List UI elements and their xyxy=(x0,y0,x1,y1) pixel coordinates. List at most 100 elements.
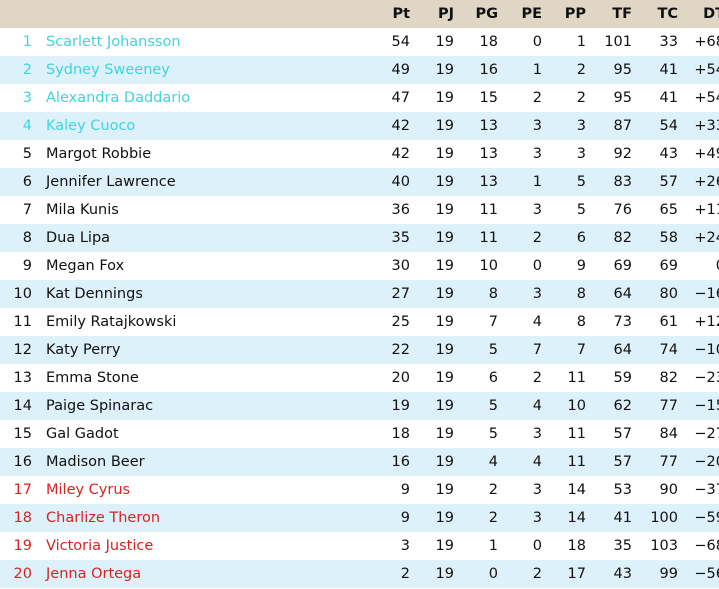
row-drawn: 1 xyxy=(532,174,542,190)
table-row[interactable]: 1 Scarlett Johansson 54 19 18 0 1 101 33 +68 xyxy=(0,28,719,56)
row-drawn: 2 xyxy=(532,566,542,582)
row-goals-against: 33 xyxy=(659,34,678,50)
row-won: 13 xyxy=(479,174,498,190)
header-drawn[interactable]: PE xyxy=(502,0,546,28)
row-team-name[interactable]: Miley Cyrus xyxy=(46,482,131,498)
row-lost: 10 xyxy=(567,398,586,414)
row-drawn: 2 xyxy=(532,90,542,106)
header-lost[interactable]: PP xyxy=(546,0,590,28)
row-team-name[interactable]: Emily Ratajkowski xyxy=(46,314,177,330)
row-team-name[interactable]: Charlize Theron xyxy=(46,510,161,526)
row-team-name[interactable]: Megan Fox xyxy=(46,258,125,274)
table-row[interactable]: 2 Sydney Sweeney 49 19 16 1 2 95 41 +54 xyxy=(0,56,719,84)
row-team-name[interactable]: Dua Lipa xyxy=(46,230,111,246)
row-team-name[interactable]: Margot Robbie xyxy=(46,146,152,162)
row-won: 5 xyxy=(488,342,498,358)
row-points: 19 xyxy=(391,398,410,414)
table-row[interactable]: 10 Kat Dennings 27 19 8 3 8 64 80 −16 xyxy=(0,280,719,308)
row-lost: 6 xyxy=(576,230,586,246)
row-drawn: 1 xyxy=(532,62,542,78)
table-row[interactable]: 4 Kaley Cuoco 42 19 13 3 3 87 54 +33 xyxy=(0,112,719,140)
table-row[interactable]: 16 Madison Beer 16 19 4 4 11 57 77 −20 xyxy=(0,448,719,476)
row-goal-diff: −68 xyxy=(694,538,719,554)
header-goals-against[interactable]: TC xyxy=(636,0,682,28)
header-goals-for[interactable]: TF xyxy=(590,0,636,28)
row-goals-against: 84 xyxy=(659,426,678,442)
row-lost: 2 xyxy=(576,62,586,78)
row-goal-diff: −23 xyxy=(694,370,719,386)
row-played: 19 xyxy=(435,510,454,526)
row-played: 19 xyxy=(435,146,454,162)
table-row[interactable]: 7 Mila Kunis 36 19 11 3 5 76 65 +11 xyxy=(0,196,719,224)
row-lost: 8 xyxy=(576,286,586,302)
row-goals-for: 83 xyxy=(613,174,632,190)
table-row[interactable]: 13 Emma Stone 20 19 6 2 11 59 82 −23 xyxy=(0,364,719,392)
table-row[interactable]: 8 Dua Lipa 35 19 11 2 6 82 58 +24 xyxy=(0,224,719,252)
row-team-name[interactable]: Jenna Ortega xyxy=(46,566,142,582)
row-won: 4 xyxy=(488,454,498,470)
table-row[interactable]: 19 Victoria Justice 3 19 1 0 18 35 103 −68 xyxy=(0,532,719,560)
header-played[interactable]: PJ xyxy=(414,0,458,28)
table-row[interactable]: 12 Katy Perry 22 19 5 7 7 64 74 −10 xyxy=(0,336,719,364)
row-goal-diff: −37 xyxy=(694,482,719,498)
table-row[interactable]: 18 Charlize Theron 9 19 2 3 14 41 100 −59 xyxy=(0,504,719,532)
row-points: 35 xyxy=(391,230,410,246)
row-team-name[interactable]: Emma Stone xyxy=(46,370,139,386)
row-team-name[interactable]: Alexandra Daddario xyxy=(46,90,191,106)
row-team-name[interactable]: Gal Gadot xyxy=(46,426,119,442)
row-lost: 11 xyxy=(567,454,586,470)
row-won: 10 xyxy=(479,258,498,274)
row-team-name[interactable]: Katy Perry xyxy=(46,342,121,358)
row-goal-diff: +26 xyxy=(694,174,719,190)
row-points: 16 xyxy=(391,454,410,470)
row-team-name[interactable]: Jennifer Lawrence xyxy=(46,174,176,190)
row-rank: 14 xyxy=(13,398,32,414)
row-team-name[interactable]: Victoria Justice xyxy=(46,538,154,554)
row-team-name[interactable]: Madison Beer xyxy=(46,454,145,470)
row-played: 19 xyxy=(435,398,454,414)
row-team-name[interactable]: Kat Dennings xyxy=(46,286,143,302)
header-points[interactable]: Pt xyxy=(370,0,414,28)
row-goal-diff: −56 xyxy=(694,566,719,582)
row-goals-for: 43 xyxy=(613,566,632,582)
row-goal-diff: +54 xyxy=(694,62,719,78)
row-team-name[interactable]: Mila Kunis xyxy=(46,202,119,218)
row-rank: 4 xyxy=(22,118,32,134)
row-rank: 17 xyxy=(13,482,32,498)
row-played: 19 xyxy=(435,370,454,386)
row-drawn: 4 xyxy=(532,314,542,330)
row-team-name[interactable]: Scarlett Johansson xyxy=(46,34,181,50)
row-lost: 14 xyxy=(567,510,586,526)
table-row[interactable]: 3 Alexandra Daddario 47 19 15 2 2 95 41 +54 xyxy=(0,84,719,112)
row-goals-for: 95 xyxy=(613,62,632,78)
row-goals-for: 92 xyxy=(613,146,632,162)
header-won[interactable]: PG xyxy=(458,0,502,28)
row-rank: 9 xyxy=(22,258,32,274)
table-row[interactable]: 5 Margot Robbie 42 19 13 3 3 92 43 +49 xyxy=(0,140,719,168)
row-points: 20 xyxy=(391,370,410,386)
table-row[interactable]: 11 Emily Ratajkowski 25 19 7 4 8 73 61 +12 xyxy=(0,308,719,336)
row-drawn: 3 xyxy=(532,426,542,442)
table-row[interactable]: 20 Jenna Ortega 2 19 0 2 17 43 99 −56 xyxy=(0,560,719,588)
table-row[interactable]: 17 Miley Cyrus 9 19 2 3 14 53 90 −37 xyxy=(0,476,719,504)
header-goal-diff[interactable]: DT xyxy=(682,0,719,28)
row-lost: 5 xyxy=(576,202,586,218)
table-row[interactable]: 15 Gal Gadot 18 19 5 3 11 57 84 −27 xyxy=(0,420,719,448)
row-goals-against: 74 xyxy=(659,342,678,358)
row-goals-for: 59 xyxy=(613,370,632,386)
header-name xyxy=(40,0,370,28)
table-row[interactable]: 6 Jennifer Lawrence 40 19 13 1 5 83 57 +26 xyxy=(0,168,719,196)
row-won: 11 xyxy=(479,202,498,218)
row-drawn: 2 xyxy=(532,230,542,246)
row-drawn: 3 xyxy=(532,286,542,302)
row-lost: 11 xyxy=(567,426,586,442)
row-played: 19 xyxy=(435,314,454,330)
row-points: 25 xyxy=(391,314,410,330)
row-team-name[interactable]: Kaley Cuoco xyxy=(46,118,136,134)
row-goals-for: 95 xyxy=(613,90,632,106)
row-team-name[interactable]: Paige Spinarac xyxy=(46,398,154,414)
table-row[interactable]: 14 Paige Spinarac 19 19 5 4 10 62 77 −15 xyxy=(0,392,719,420)
row-goals-against: 77 xyxy=(659,454,678,470)
row-team-name[interactable]: Sydney Sweeney xyxy=(46,62,170,78)
